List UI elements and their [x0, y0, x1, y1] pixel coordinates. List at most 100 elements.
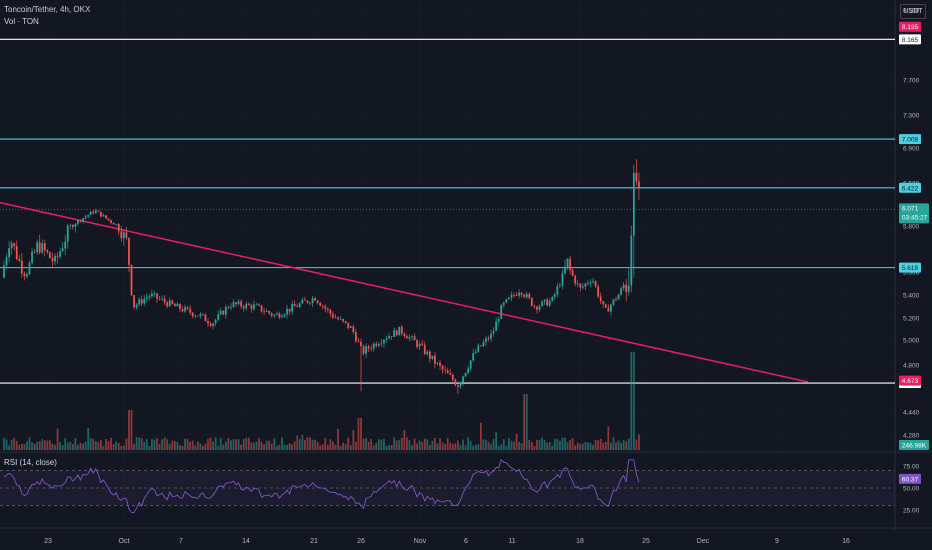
volume-bar	[110, 437, 112, 450]
candle-body	[265, 310, 268, 312]
candle-body	[523, 294, 526, 297]
x-tick-label: 26	[357, 538, 365, 545]
volume-bar	[61, 445, 64, 450]
x-tick-label: 16	[842, 538, 850, 545]
candle-body	[462, 376, 464, 383]
candle-body	[319, 302, 322, 306]
currency-button[interactable]: USDT	[900, 4, 926, 19]
volume-bar	[253, 442, 255, 450]
candle-body	[497, 319, 500, 322]
volume-bar	[291, 444, 294, 450]
volume-bar	[546, 442, 549, 450]
volume-bar	[306, 437, 309, 450]
level-price-tag	[899, 134, 921, 145]
candle-body	[548, 300, 551, 306]
volume-bar	[304, 440, 306, 450]
candle-body	[505, 299, 508, 303]
volume-bar	[309, 437, 311, 450]
candle-body	[576, 283, 579, 285]
candle-body	[485, 338, 487, 343]
volume-bar	[219, 437, 222, 450]
volume-bar	[112, 444, 115, 450]
alert-price-tag	[899, 21, 921, 32]
volume-bar	[245, 437, 248, 450]
candle-body	[510, 294, 513, 298]
candle-body	[520, 292, 523, 295]
rsi-value-tag	[899, 473, 921, 484]
volume-bar	[406, 437, 408, 450]
candle-body	[403, 333, 406, 337]
candle-body	[411, 336, 413, 337]
candle-body	[28, 262, 31, 275]
candle-body	[181, 309, 184, 312]
volume-bar	[467, 437, 469, 450]
candle-body	[482, 342, 485, 347]
candle-body	[344, 321, 347, 323]
volume-bar	[602, 442, 605, 450]
candle-body	[528, 293, 531, 298]
volume-bar	[408, 440, 411, 450]
volume-bar	[638, 434, 640, 450]
volume-bar	[604, 441, 607, 450]
x-tick-label: 11	[508, 538, 515, 545]
volume-bar	[589, 443, 592, 450]
volume-bar	[33, 443, 36, 450]
candle-body	[309, 302, 311, 304]
x-tick-label: Dec	[697, 538, 710, 545]
volume-bar	[469, 440, 472, 450]
candle-body	[459, 382, 462, 387]
candle-body	[120, 231, 123, 239]
candle-body	[8, 248, 10, 258]
candle-body	[630, 235, 633, 286]
volume-bar	[377, 439, 380, 450]
candle-body	[342, 318, 345, 322]
candle-body	[189, 308, 192, 313]
volume-bar	[319, 445, 322, 450]
candle-body	[525, 293, 528, 297]
candle-body	[186, 307, 189, 309]
volume-bar	[71, 443, 74, 450]
candle-body	[191, 312, 194, 317]
level-price-label: 7.008	[902, 137, 919, 144]
volume-bar	[26, 441, 28, 450]
candle-body	[326, 308, 329, 310]
candle-body	[556, 286, 559, 295]
volume-bar	[385, 445, 388, 450]
candle-body	[377, 344, 380, 346]
volume-bar	[235, 439, 237, 450]
volume-bar	[454, 443, 457, 450]
candle-body	[571, 270, 574, 276]
volume-bar	[122, 445, 125, 450]
candle-body	[5, 257, 8, 266]
candle-body	[406, 336, 408, 339]
candle-body	[224, 307, 227, 315]
candle-body	[26, 274, 28, 277]
candle-body	[383, 339, 385, 344]
volume-bar	[102, 445, 105, 450]
candle-body	[33, 251, 36, 253]
volume-bar	[584, 442, 587, 450]
candle-body	[513, 294, 515, 296]
volume-bar	[579, 443, 582, 450]
volume-bar	[84, 441, 87, 450]
candle-body	[275, 313, 278, 315]
candle-body	[64, 241, 67, 249]
volume-bar	[508, 437, 510, 450]
candle-body	[370, 348, 373, 350]
volume-bar	[395, 440, 398, 450]
volume-bar	[485, 439, 487, 450]
x-tick-label: 14	[242, 538, 250, 545]
candle-body	[421, 343, 424, 345]
candle-body	[54, 255, 56, 262]
volume-bar	[281, 437, 283, 450]
candle-body	[418, 343, 421, 347]
candle-body	[84, 216, 87, 219]
candle-body	[385, 338, 388, 340]
volume-bar	[41, 438, 44, 450]
last-price-value: 6.071	[902, 205, 919, 212]
volume-bar	[403, 429, 406, 450]
volume-bar	[20, 443, 23, 450]
candle-body	[423, 344, 426, 354]
candle-body	[441, 365, 444, 370]
